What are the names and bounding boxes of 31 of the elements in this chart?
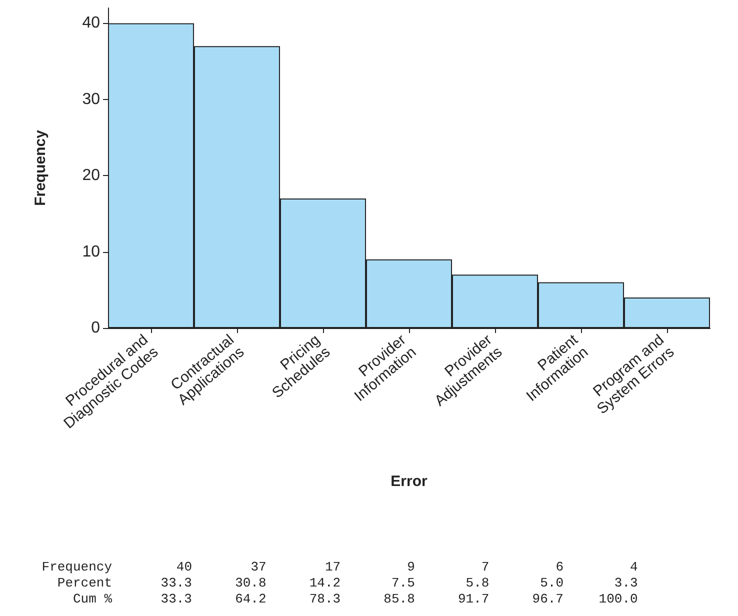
y-tick-label: 20 <box>82 167 100 184</box>
text: Cum % <box>72 592 112 606</box>
y-tick-label: 10 <box>82 243 100 260</box>
x-axis-title: Error <box>390 473 428 490</box>
text: 91.7 <box>458 592 490 606</box>
y-tick-label: 40 <box>82 14 100 32</box>
data-label: 7 <box>481 560 490 574</box>
text: 7.5 <box>391 576 415 590</box>
y-axis-title: Frequency <box>32 129 49 206</box>
y-tick-label: 30 <box>82 90 100 108</box>
text: 33.3 <box>160 576 192 590</box>
data-label: 6 <box>556 560 564 574</box>
text: 14.2 <box>309 576 341 590</box>
text: 30.8 <box>235 576 266 590</box>
data-label: 9 <box>407 560 415 574</box>
text: 33.3 <box>160 592 192 606</box>
text: 5.0 <box>540 576 564 590</box>
text: 3.3 <box>614 576 638 590</box>
data-label: 37 <box>250 560 266 574</box>
text: 100.0 <box>598 592 638 606</box>
text: 85.8 <box>384 592 415 606</box>
text: 78.3 <box>309 592 341 606</box>
data-label: 17 <box>324 560 341 574</box>
text: Percent <box>57 576 112 590</box>
text: 96.7 <box>532 592 564 606</box>
y-tick-label: 0 <box>91 320 100 336</box>
text: 5.8 <box>466 576 490 590</box>
text: Frequency <box>42 560 112 574</box>
text: 64.2 <box>235 592 266 606</box>
data-label: 40 <box>176 560 192 574</box>
data-label: 4 <box>630 560 638 574</box>
